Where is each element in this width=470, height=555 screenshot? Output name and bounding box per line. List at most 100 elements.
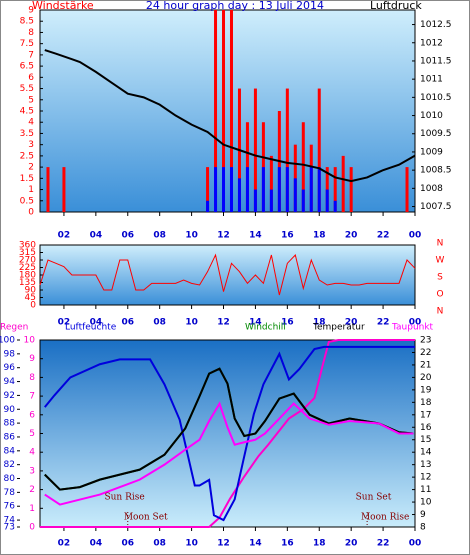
climate-panel	[39, 339, 416, 528]
humidity-tick-label: 78	[4, 488, 16, 498]
x-tick-label: 16	[281, 231, 294, 241]
temp-tick-label: 8	[420, 523, 426, 533]
compass-label: N	[437, 307, 444, 317]
y2-tick-label: 1008	[420, 184, 443, 194]
wind-bar	[293, 178, 297, 212]
temp-tick-label: 23	[420, 336, 431, 346]
rain-tick-label: 5	[29, 429, 35, 439]
humidity-tick-label: 82	[4, 460, 15, 470]
compass-label: O	[436, 290, 443, 300]
temp-tick-label: 22	[420, 348, 431, 358]
x-tick-label: 22	[377, 539, 390, 549]
x-tick-label: 08	[153, 318, 166, 328]
x-tick-label: 12	[217, 318, 230, 328]
line	[40, 339, 415, 528]
x-tick-label: 00	[409, 231, 422, 241]
y-tick-label: 270	[19, 256, 36, 266]
y-tick-label: 1	[28, 185, 34, 195]
temp-tick-label: 10	[420, 498, 432, 508]
x-tick-label: 18	[313, 231, 326, 241]
annotation: Moon Rise	[361, 513, 409, 523]
wind-bar	[269, 189, 273, 212]
compass-label: W	[436, 256, 445, 266]
y-tick-label: 360	[19, 241, 36, 251]
wind-bar	[261, 167, 265, 212]
y2-tick-label: 1011.5	[420, 56, 452, 66]
wind-bar	[405, 167, 409, 212]
y-tick-label: 7	[28, 50, 34, 60]
x-tick-label: 02	[58, 231, 71, 241]
y-tick-label: 8	[28, 28, 34, 38]
x-tick-label: 00	[409, 539, 422, 549]
humidity-tick-label: 94	[4, 377, 16, 387]
y2-tick-label: 1012.5	[420, 20, 452, 30]
wind-bar	[333, 167, 337, 212]
chart-title: 24 hour graph day : 13 Juli 2014	[146, 0, 324, 12]
rain-tick-label: 2	[29, 485, 35, 495]
y-tick-label: 45	[25, 293, 36, 303]
x-tick-label: 16	[281, 539, 294, 549]
y-tick-label: 9	[28, 6, 34, 16]
y-tick-label: 8.5	[20, 17, 34, 27]
x-tick-label: 22	[377, 318, 390, 328]
temp-tick-label: 17	[420, 410, 431, 420]
wind-label: Windstärke	[32, 0, 94, 12]
annotation: Sun Set	[356, 493, 392, 503]
x-tick-label: 18	[313, 318, 326, 328]
wind-bar	[245, 167, 249, 212]
temp-tick-label: 16	[420, 423, 432, 433]
y-tick-label: 2.5	[20, 151, 34, 161]
rain-tick-label: 9	[29, 354, 35, 364]
wind-bar	[253, 88, 257, 212]
wind-bar	[309, 167, 313, 212]
wind-bar	[206, 200, 210, 212]
y2-tick-label: 1007.5	[420, 202, 452, 212]
x-tick-label: 12	[217, 539, 230, 549]
temp-tick-label: 15	[420, 435, 431, 445]
wind-bar	[301, 189, 305, 212]
direction-panel	[39, 244, 416, 306]
y-tick-label: 0.5	[20, 196, 34, 206]
y-tick-label: 7.5	[20, 39, 34, 49]
y2-tick-label: 1008.5	[420, 166, 452, 176]
line	[44, 49, 416, 183]
wind-bar	[237, 178, 241, 212]
x-tick-label: 16	[281, 318, 294, 328]
y-tick-label: 0	[30, 301, 36, 311]
y-tick-label: 6	[28, 73, 34, 83]
x-tick-label: 20	[345, 539, 358, 549]
x-tick-label: 14	[249, 318, 262, 328]
y-tick-label: 0	[28, 208, 34, 218]
humidity-tick-label: 96	[4, 363, 16, 373]
line	[39, 253, 416, 296]
wind-bar	[277, 167, 281, 212]
humidity-tick-label: 98	[4, 349, 16, 359]
y2-tick-label: 1010	[420, 111, 443, 121]
x-tick-label: 00	[409, 318, 422, 328]
rain-tick-label: 7	[29, 392, 35, 402]
wind-bar	[285, 167, 289, 212]
wind-bar	[325, 189, 329, 212]
x-tick-label: 12	[217, 231, 230, 241]
y-tick-label: 4	[28, 118, 34, 128]
line	[44, 401, 414, 506]
line	[44, 345, 415, 522]
x-tick-label: 20	[345, 318, 358, 328]
temp-tick-label: 9	[420, 510, 426, 520]
y-tick-label: 6.5	[20, 62, 34, 72]
x-tick-label: 04	[90, 318, 103, 328]
rain-tick-label: 3	[29, 466, 35, 476]
annotation: Moon Set	[124, 513, 168, 523]
y-tick-label: 4.5	[20, 107, 34, 117]
wind-bar	[214, 167, 218, 212]
temp-tick-label: 11	[420, 485, 431, 495]
x-tick-label: 04	[90, 231, 103, 241]
wind-bar	[206, 167, 210, 212]
rain-tick-label: 8	[29, 373, 35, 383]
temp-tick-label: 21	[420, 360, 431, 370]
humidity-tick-label: 76	[4, 502, 16, 512]
y-tick-label: 3.5	[20, 129, 34, 139]
y-tick-label: 225	[19, 263, 36, 273]
humidity-tick-label: 92	[4, 391, 15, 401]
wind-bar	[317, 167, 321, 212]
